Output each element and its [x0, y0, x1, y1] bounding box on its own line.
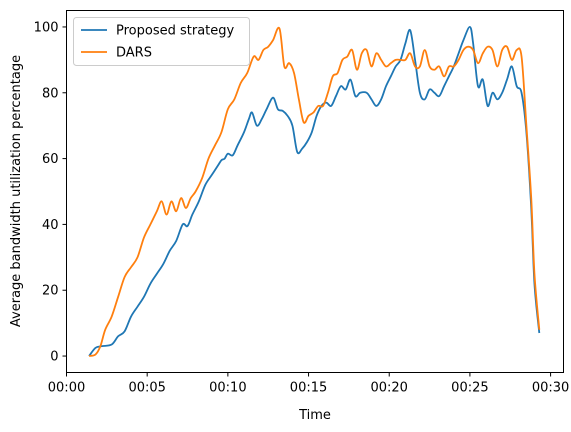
x-tick-label: 00:10 — [209, 381, 246, 396]
series-line-dars — [89, 28, 539, 356]
legend-label-dars: DARS — [116, 46, 152, 61]
x-tick-label: 00:05 — [128, 381, 165, 396]
y-tick-label: 60 — [42, 152, 59, 167]
y-tick-label: 40 — [42, 218, 59, 233]
x-axis: 00:00 00:05 00:10 00:15 00:20 00:25 00:30 — [48, 373, 570, 396]
x-tick-label: 00:20 — [370, 381, 407, 396]
series-layer — [89, 27, 539, 356]
y-tick-label: 20 — [42, 284, 59, 299]
x-tick-label: 00:30 — [532, 381, 569, 396]
series-line-proposed-strategy — [89, 27, 539, 356]
y-axis-label: Average bandwidth utilization percentage — [9, 55, 24, 327]
y-tick-label: 0 — [50, 350, 58, 365]
y-tick-label: 80 — [42, 86, 59, 101]
legend-label-proposed-strategy: Proposed strategy — [116, 24, 235, 39]
y-axis: 0 20 40 60 80 100 — [34, 20, 67, 364]
x-tick-label: 00:25 — [451, 381, 488, 396]
x-tick-label: 00:15 — [290, 381, 327, 396]
x-axis-label: Time — [298, 408, 331, 423]
y-tick-label: 100 — [34, 20, 59, 35]
x-tick-label: 00:00 — [48, 381, 85, 396]
legend: Proposed strategy DARS — [74, 18, 250, 66]
